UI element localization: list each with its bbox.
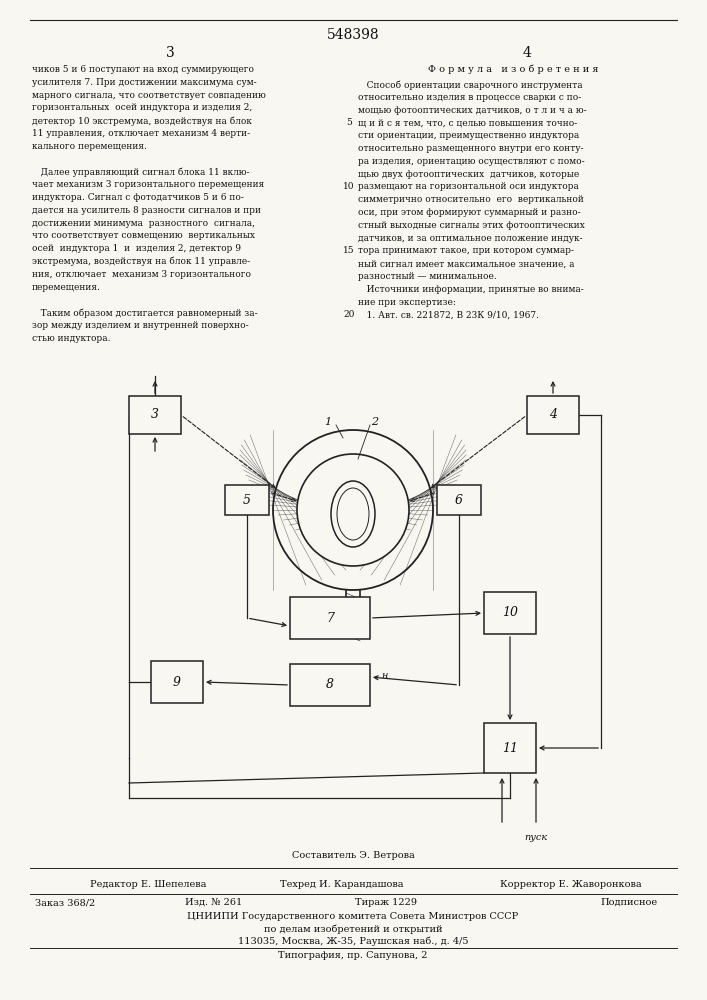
Text: 11 управления, отключает механизм 4 верти-: 11 управления, отключает механизм 4 верт…: [32, 129, 250, 138]
Text: 8: 8: [326, 678, 334, 692]
Text: стью индуктора.: стью индуктора.: [32, 334, 110, 343]
Text: 10: 10: [502, 606, 518, 619]
Bar: [484, 723, 536, 773]
Text: 548398: 548398: [327, 28, 380, 42]
Text: ЦНИИПИ Государственного комитета Совета Министров СССР: ЦНИИПИ Государственного комитета Совета …: [187, 912, 519, 921]
Text: дается на усилитель 8 разности сигналов и при: дается на усилитель 8 разности сигналов …: [32, 206, 261, 215]
Text: Корректор Е. Жаворонкова: Корректор Е. Жаворонкова: [500, 880, 642, 889]
Text: 9: 9: [173, 676, 181, 688]
Bar: [527, 396, 579, 434]
Text: ния, отключает  механизм 3 горизонтального: ния, отключает механизм 3 горизонтальног…: [32, 270, 251, 279]
Text: перемещения.: перемещения.: [32, 283, 101, 292]
Circle shape: [273, 430, 433, 590]
Text: симметрично относительно  его  вертикальной: симметрично относительно его вертикально…: [358, 195, 584, 204]
Text: индуктора. Сигнал с фотодатчиков 5 и 6 по-: индуктора. Сигнал с фотодатчиков 5 и 6 п…: [32, 193, 244, 202]
Text: кального перемещения.: кального перемещения.: [32, 142, 147, 151]
Text: чает механизм 3 горизонтального перемещения: чает механизм 3 горизонтального перемеще…: [32, 180, 264, 189]
Text: Изд. № 261: Изд. № 261: [185, 898, 243, 907]
Text: детектор 10 экстремума, воздействуя на блок: детектор 10 экстремума, воздействуя на б…: [32, 116, 252, 126]
Text: Таким образом достигается равномерный за-: Таким образом достигается равномерный за…: [32, 308, 257, 318]
Bar: [151, 661, 203, 703]
Text: оси, при этом формируют суммарный и разно-: оси, при этом формируют суммарный и разн…: [358, 208, 580, 217]
Text: 5: 5: [243, 493, 251, 506]
Text: 1: 1: [325, 417, 332, 427]
Text: щью двух фотооптических  датчиков, которые: щью двух фотооптических датчиков, которы…: [358, 170, 579, 179]
Text: 5: 5: [346, 118, 352, 127]
Bar: [437, 485, 481, 515]
Text: 3: 3: [151, 408, 159, 422]
Text: 3: 3: [165, 46, 175, 60]
Text: Способ ориентации сварочного инструмента: Способ ориентации сварочного инструмента: [358, 80, 583, 90]
Text: Типография, пр. Сапунова, 2: Типография, пр. Сапунова, 2: [279, 951, 428, 960]
Text: 15: 15: [343, 246, 355, 255]
Text: сти ориентации, преимущественно индуктора: сти ориентации, преимущественно индуктор…: [358, 131, 579, 140]
Text: 11: 11: [502, 742, 518, 754]
Text: пуск: пуск: [525, 833, 548, 842]
Text: относительно размещенного внутри его конту-: относительно размещенного внутри его кон…: [358, 144, 583, 153]
Bar: [225, 485, 269, 515]
Text: по делам изобретений и открытий: по делам изобретений и открытий: [264, 924, 443, 934]
Text: относительно изделия в процессе сварки с по-: относительно изделия в процессе сварки с…: [358, 93, 581, 102]
Text: 2: 2: [371, 417, 378, 427]
Text: 20: 20: [344, 310, 355, 319]
Ellipse shape: [337, 488, 369, 540]
Bar: [290, 664, 370, 706]
Text: Техред И. Карандашова: Техред И. Карандашова: [280, 880, 404, 889]
Text: усилителя 7. При достижении максимума сум-: усилителя 7. При достижении максимума су…: [32, 78, 257, 87]
Text: Редактор Е. Шепелева: Редактор Е. Шепелева: [90, 880, 206, 889]
Circle shape: [297, 454, 409, 566]
Text: экстремума, воздействуя на блок 11 управле-: экстремума, воздействуя на блок 11 управ…: [32, 257, 250, 266]
Bar: [290, 597, 370, 639]
Text: разностный — минимальное.: разностный — минимальное.: [358, 272, 497, 281]
Text: горизонтальных  осей индуктора и изделия 2,: горизонтальных осей индуктора и изделия …: [32, 103, 252, 112]
Text: 1. Авт. св. 221872, В 23К 9/10, 1967.: 1. Авт. св. 221872, В 23К 9/10, 1967.: [358, 310, 539, 319]
Text: тора принимают такое, при котором суммар-: тора принимают такое, при котором суммар…: [358, 246, 574, 255]
Text: зор между изделием и внутренней поверхно-: зор между изделием и внутренней поверхно…: [32, 321, 249, 330]
Text: щ и й с я тем, что, с целью повышения точно-: щ и й с я тем, что, с целью повышения то…: [358, 118, 577, 127]
Text: 4: 4: [522, 46, 532, 60]
Text: ние при экспертизе:: ние при экспертизе:: [358, 298, 456, 307]
Text: Составитель Э. Ветрова: Составитель Э. Ветрова: [291, 851, 414, 860]
Text: Ф о р м у л а   и з о б р е т е н и я: Ф о р м у л а и з о б р е т е н и я: [428, 65, 598, 75]
Text: 4: 4: [549, 408, 557, 422]
Text: 10: 10: [344, 182, 355, 191]
Bar: [129, 396, 181, 434]
Text: Источники информации, принятые во внима-: Источники информации, принятые во внима-: [358, 285, 584, 294]
Text: Подписное: Подписное: [600, 898, 657, 907]
Text: 113035, Москва, Ж-35, Раушская наб., д. 4/5: 113035, Москва, Ж-35, Раушская наб., д. …: [238, 936, 468, 946]
Text: н: н: [382, 670, 388, 680]
Text: марного сигнала, что соответствует совпадению: марного сигнала, что соответствует совпа…: [32, 91, 266, 100]
Ellipse shape: [331, 481, 375, 547]
Text: что соответствует совмещению  вертикальных: что соответствует совмещению вертикальны…: [32, 231, 255, 240]
Bar: [484, 592, 536, 634]
Text: 6: 6: [455, 493, 463, 506]
Text: мощью фотооптических датчиков, о т л и ч а ю-: мощью фотооптических датчиков, о т л и ч…: [358, 106, 587, 115]
Text: Тираж 1229: Тираж 1229: [355, 898, 417, 907]
Text: датчиков, и за оптимальное положение индук-: датчиков, и за оптимальное положение инд…: [358, 234, 583, 243]
Text: размещают на горизонтальной оси индуктора: размещают на горизонтальной оси индуктор…: [358, 182, 579, 191]
Text: чиков 5 и 6 поступают на вход суммирующего: чиков 5 и 6 поступают на вход суммирующе…: [32, 65, 254, 74]
Text: ный сигнал имеет максимальное значение, а: ный сигнал имеет максимальное значение, …: [358, 259, 575, 268]
Text: стный выходные сигналы этих фотооптических: стный выходные сигналы этих фотооптическ…: [358, 221, 585, 230]
Text: Заказ 368/2: Заказ 368/2: [35, 898, 95, 907]
Text: 7: 7: [326, 611, 334, 624]
Text: ра изделия, ориентацию осуществляют с помо-: ра изделия, ориентацию осуществляют с по…: [358, 157, 585, 166]
Text: достижении минимума  разностного  сигнала,: достижении минимума разностного сигнала,: [32, 219, 255, 228]
Text: Далее управляющий сигнал блока 11 вклю-: Далее управляющий сигнал блока 11 вклю-: [32, 167, 250, 177]
Text: осей  индуктора 1  и  изделия 2, детектор 9: осей индуктора 1 и изделия 2, детектор 9: [32, 244, 241, 253]
